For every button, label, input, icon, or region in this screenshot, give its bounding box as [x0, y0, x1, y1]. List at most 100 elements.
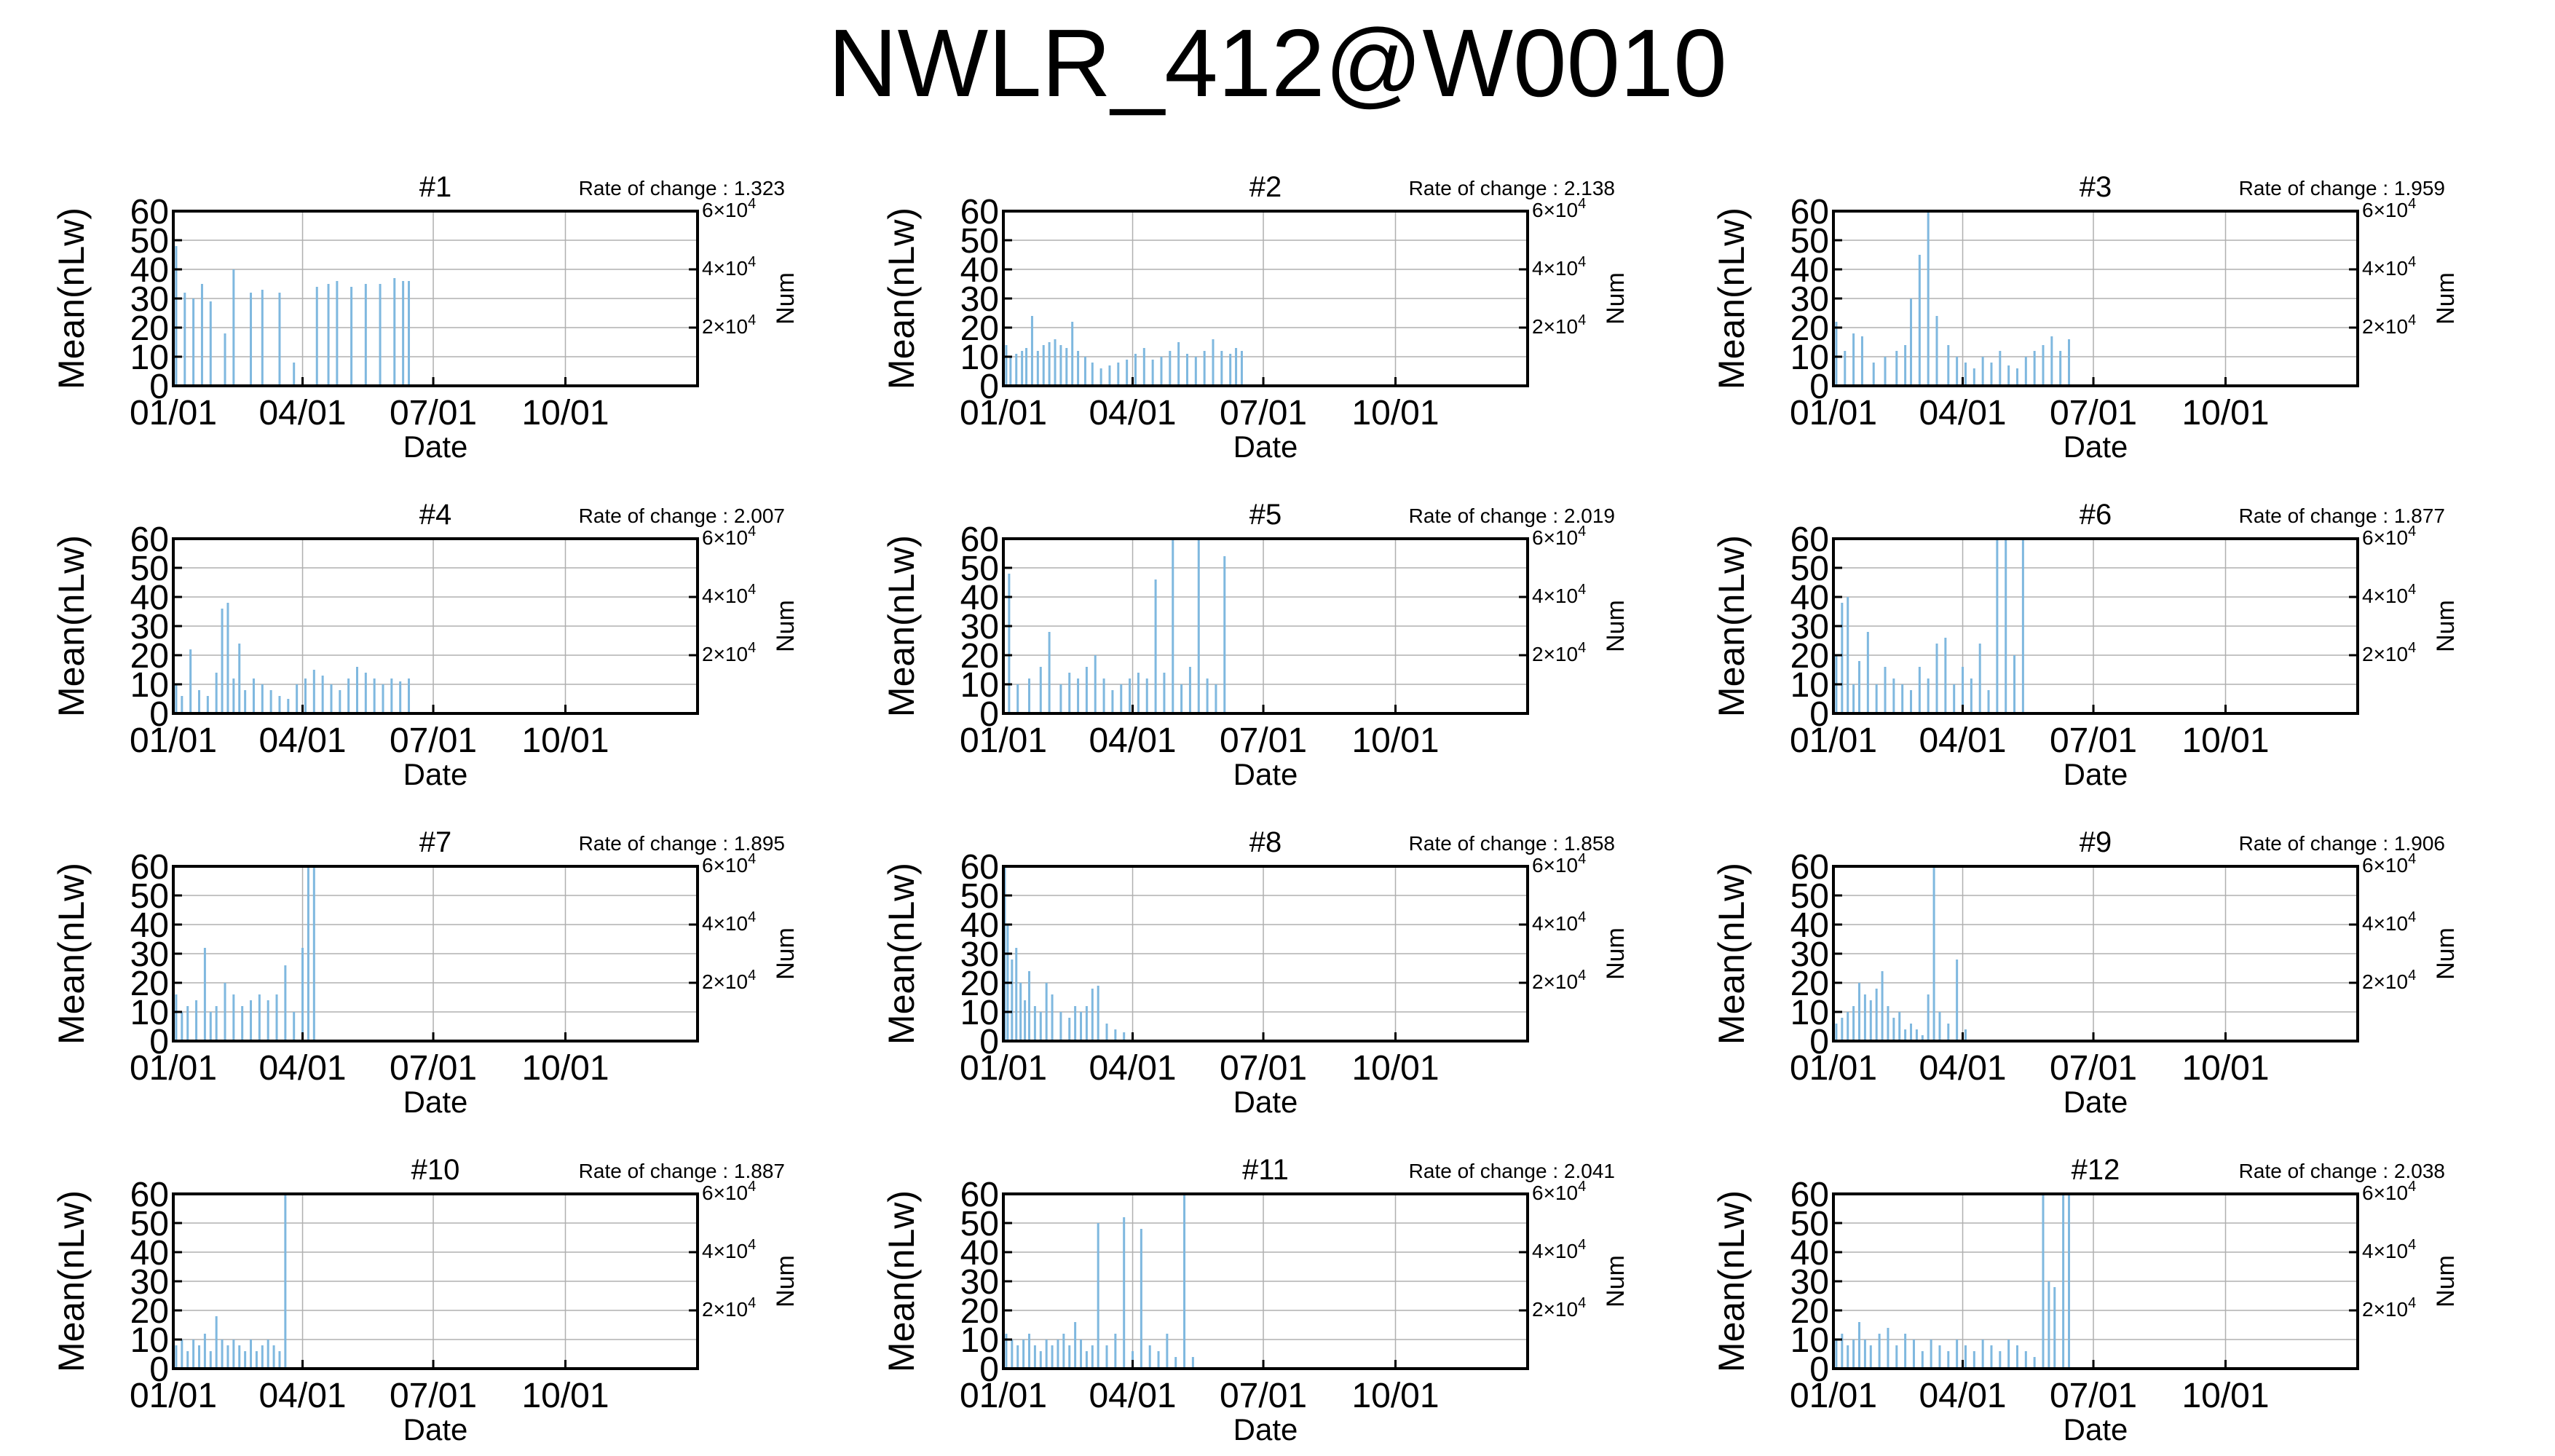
y-tick-label: 10 [960, 994, 999, 1032]
y2-tick-exponent: 4 [1578, 1237, 1586, 1253]
data-bar [1884, 667, 1887, 713]
data-bar [1956, 960, 1959, 1041]
y2-axis-label: Num [2432, 600, 2460, 652]
data-bar [272, 1345, 275, 1369]
data-bar [1011, 960, 1014, 1041]
y2-tick-exponent: 4 [2408, 254, 2416, 270]
y2-tick-base: 2×10 [1532, 315, 1578, 338]
data-bar [250, 1000, 253, 1041]
data-bar [183, 293, 186, 386]
y-tick-label: 60 [960, 193, 999, 232]
y2-tick-base: 4×10 [1532, 912, 1578, 935]
data-bar [1039, 1012, 1042, 1041]
data-bar [339, 690, 341, 713]
data-bar [238, 1345, 241, 1369]
y-tick-label: 0 [1809, 368, 1829, 406]
x-tick-label: 10/01 [521, 394, 609, 432]
data-bar [275, 994, 278, 1041]
data-bar [1126, 360, 1129, 386]
x-axis-label: Date [2064, 1085, 2128, 1119]
data-bar [2024, 1351, 2027, 1369]
data-bar [1921, 1035, 1924, 1041]
data-bar [1972, 368, 1975, 386]
y2-tick-label: 4×104 [702, 254, 756, 280]
data-bar [278, 293, 281, 386]
y2-tick-label: 4×104 [2362, 254, 2416, 280]
data-bar [175, 1345, 178, 1369]
y-tick-label: 20 [1790, 637, 1829, 676]
y2-tick-exponent: 4 [2408, 851, 2416, 867]
y-tick-label: 50 [960, 877, 999, 916]
data-bar [321, 676, 324, 713]
data-bar [1033, 1345, 1036, 1369]
rate-of-change: Rate of change : 1.887 [579, 1160, 785, 1182]
y-tick-label: 60 [1790, 193, 1829, 232]
y-tick-label: 50 [960, 1205, 999, 1243]
data-bar [1140, 1229, 1142, 1369]
y-tick-label: 10 [1790, 339, 1829, 377]
data-bar [1151, 360, 1154, 386]
data-bar [2068, 1194, 2071, 1369]
data-bar [1011, 1340, 1014, 1369]
data-bar [1191, 1357, 1194, 1369]
data-bar [1841, 1334, 1844, 1369]
x-tick-label: 10/01 [2181, 394, 2269, 432]
data-bar [1068, 673, 1071, 713]
y2-tick-exponent: 4 [1578, 1179, 1586, 1195]
y2-tick-label: 6×104 [702, 196, 756, 221]
data-bar [1042, 345, 1045, 386]
y2-tick-label: 6×104 [1532, 523, 1586, 549]
x-tick-label: 07/01 [390, 394, 477, 432]
y2-tick-label: 4×104 [2362, 582, 2416, 607]
x-tick-label: 10/01 [521, 1049, 609, 1088]
y-tick-label: 20 [130, 309, 169, 348]
data-bar [1085, 1351, 1088, 1369]
x-tick-label: 07/01 [390, 721, 477, 760]
y-tick-label: 10 [1790, 666, 1829, 705]
y-tick-label: 20 [130, 1292, 169, 1331]
rate-of-change-value: 1.895 [734, 832, 785, 855]
y2-axis-label: Num [772, 600, 799, 652]
y-tick-label: 20 [1790, 1292, 1829, 1331]
y-tick-label: 0 [1809, 695, 1829, 734]
y2-tick-label: 2×104 [1532, 968, 1586, 993]
data-bar [1875, 684, 1878, 713]
x-axis-label: Date [403, 1085, 468, 1119]
x-tick-label: 01/01 [960, 1049, 1047, 1088]
data-bar [1932, 866, 1935, 1041]
panel-title: #5 [1249, 499, 1282, 531]
x-axis-label: Date [2064, 757, 2128, 791]
x-tick-label: 10/01 [2181, 1377, 2269, 1415]
panel-title: #6 [2080, 499, 2112, 531]
y-axis-label: Mean(nLw) [881, 535, 922, 717]
data-bar [203, 948, 206, 1041]
y2-tick-base: 2×10 [1532, 1298, 1578, 1321]
y2-axis-label: Num [772, 1255, 799, 1307]
y-tick-label: 10 [130, 666, 169, 705]
data-bar [261, 1345, 264, 1369]
y2-tick-exponent: 4 [1578, 523, 1586, 539]
rate-of-change-prefix: Rate of change : [1409, 1160, 1564, 1182]
panel-title: #11 [1242, 1154, 1289, 1186]
data-bar [1892, 678, 1895, 713]
y2-tick-base: 6×10 [2362, 854, 2408, 877]
y2-tick-label: 2×104 [2362, 312, 2416, 338]
x-tick-label: 04/01 [258, 394, 346, 432]
y2-tick-exponent: 4 [1578, 254, 1586, 270]
data-bar [1999, 351, 2002, 386]
data-bar [198, 690, 201, 713]
data-bar [1962, 667, 1964, 713]
data-bar [1841, 603, 1844, 713]
data-bar [215, 1316, 218, 1369]
data-bar [1097, 986, 1099, 1041]
data-bar [1956, 1340, 1959, 1369]
y2-tick-label: 4×104 [1532, 582, 1586, 607]
y-tick-label: 0 [1809, 1350, 1829, 1389]
y2-tick-label: 2×104 [702, 968, 756, 993]
data-bar [2050, 336, 2053, 386]
x-tick-label: 07/01 [1220, 1377, 1307, 1415]
data-bar [1953, 684, 1956, 713]
data-bar [1858, 661, 1861, 713]
